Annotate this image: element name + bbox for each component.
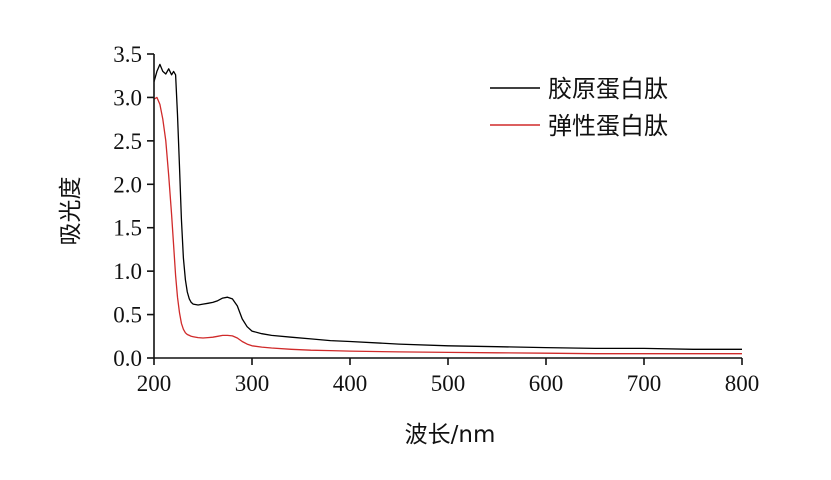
x-axis-ticks: 200 300 400 500 600 700 800 xyxy=(137,358,760,396)
y-tick-label: 3.0 xyxy=(113,85,142,110)
series-layer xyxy=(153,63,742,355)
x-tick-label: 200 xyxy=(137,371,172,396)
legend-label-series-2: 弹性蛋白肽 xyxy=(548,112,668,140)
x-tick-label: 300 xyxy=(235,371,270,396)
x-tick-label: 600 xyxy=(529,371,564,396)
y-tick-label: 0.5 xyxy=(113,303,142,328)
y-axis-ticks: 0.0 0.5 1.0 1.5 2.0 2.5 3.0 3.5 xyxy=(113,42,154,371)
y-axis-title: 吸光度 xyxy=(58,177,84,246)
y-tick-label: 2.0 xyxy=(113,172,142,197)
legend: 胶原蛋白肽 弹性蛋白肽 xyxy=(490,75,668,140)
x-tick-label: 700 xyxy=(627,371,662,396)
x-tick-label: 400 xyxy=(333,371,368,396)
y-tick-label: 1.5 xyxy=(113,216,142,241)
x-tick-label: 800 xyxy=(725,371,760,396)
y-tick-label: 1.0 xyxy=(113,259,142,284)
y-tick-label: 0.0 xyxy=(113,346,142,371)
series-line-1 xyxy=(153,63,742,350)
x-tick-label: 500 xyxy=(431,371,466,396)
legend-label-series-1: 胶原蛋白肽 xyxy=(548,75,668,103)
y-tick-label: 2.5 xyxy=(113,129,142,154)
series-line-2 xyxy=(153,96,742,355)
x-axis-title: 波长/nm xyxy=(405,422,496,448)
y-tick-label: 3.5 xyxy=(113,42,142,67)
